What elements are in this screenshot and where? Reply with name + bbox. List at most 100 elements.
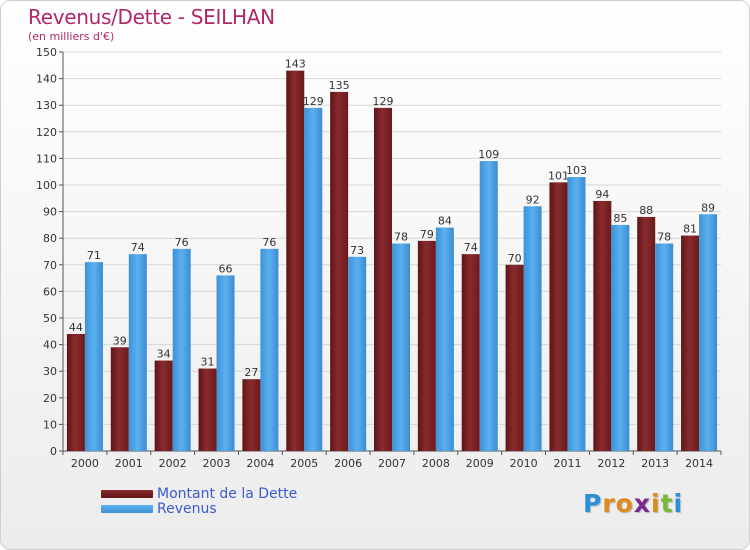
- data-label: 74: [464, 241, 478, 254]
- legend-label-debt: Montant de la Dette: [157, 486, 298, 502]
- x-tick-label: 2013: [641, 457, 669, 470]
- bar-debt: [242, 379, 261, 451]
- logo-letter: P: [583, 489, 603, 518]
- data-label: 31: [201, 356, 215, 369]
- logo-letter: i: [673, 489, 684, 518]
- y-tick-label: 100: [36, 179, 57, 192]
- bar-debt: [681, 235, 700, 451]
- bar-debt: [110, 347, 129, 451]
- bar-revenue: [699, 214, 718, 451]
- x-tick-label: 2008: [422, 457, 450, 470]
- data-label: 85: [613, 212, 627, 225]
- data-label: 129: [373, 95, 394, 108]
- data-label: 27: [244, 366, 258, 379]
- data-label: 84: [438, 215, 452, 228]
- data-label: 103: [566, 164, 587, 177]
- data-label: 79: [420, 228, 434, 241]
- x-tick-label: 2012: [597, 457, 625, 470]
- x-tick-label: 2000: [71, 457, 99, 470]
- data-label: 44: [69, 321, 83, 334]
- data-label: 34: [157, 348, 171, 361]
- bar-revenue: [523, 206, 542, 451]
- bar-revenue: [128, 254, 147, 451]
- data-label: 76: [262, 236, 276, 249]
- y-tick-label: 30: [43, 365, 57, 378]
- y-tick-label: 90: [43, 206, 57, 219]
- x-tick-label: 2005: [290, 457, 318, 470]
- logo-letter: r: [602, 489, 616, 518]
- bar-revenue: [611, 224, 630, 451]
- proxiti-logo: Proxiti: [583, 489, 683, 518]
- data-label: 78: [394, 231, 408, 244]
- logo-letter: t: [660, 489, 674, 518]
- data-label: 39: [113, 334, 127, 347]
- legend-swatch-debt: [101, 490, 153, 498]
- bar-revenue: [479, 161, 498, 451]
- logo-letter: i: [651, 489, 661, 518]
- bar-debt: [374, 107, 392, 452]
- data-label: 143: [285, 58, 306, 71]
- chart-title: Revenus/Dette - SEILHAN: [28, 5, 275, 29]
- x-tick-label: 2002: [159, 457, 187, 470]
- y-tick-label: 50: [43, 312, 57, 325]
- x-tick-label: 2003: [203, 457, 231, 470]
- bar-debt: [593, 200, 612, 451]
- bar-revenue: [304, 107, 323, 452]
- y-tick-label: 140: [36, 73, 57, 86]
- bars: [66, 70, 718, 452]
- x-tick-label: 2014: [685, 457, 713, 470]
- y-tick-label: 40: [43, 339, 57, 352]
- bar-revenue: [348, 256, 367, 451]
- legend-label-revenue: Revenus: [157, 501, 217, 517]
- bar-debt: [66, 333, 85, 451]
- bar-debt: [549, 182, 568, 451]
- data-label: 81: [683, 223, 697, 236]
- axes: 0 10 20 30 40 50 60 70 80 90 100 110 120 130 140 150 200…: [36, 46, 722, 470]
- y-tick-label: 70: [43, 259, 57, 272]
- chart-subtitle: (en milliers d'€): [28, 30, 115, 43]
- bar-debt: [637, 216, 656, 451]
- data-label: 109: [478, 148, 499, 161]
- y-tick-label: 60: [43, 285, 57, 298]
- bar-revenue: [84, 262, 103, 451]
- logo-letter: x: [633, 489, 651, 518]
- x-tick-label: 2007: [378, 457, 406, 470]
- x-tick-label: 2001: [115, 457, 143, 470]
- bar-debt: [154, 360, 173, 451]
- data-label: 92: [526, 193, 540, 206]
- bar-debt: [286, 70, 305, 452]
- bar-revenue: [435, 227, 454, 451]
- y-tick-label: 150: [36, 46, 57, 59]
- x-tick-label: 2004: [246, 457, 274, 470]
- data-label: 88: [639, 204, 653, 217]
- data-label: 70: [508, 252, 522, 265]
- x-tick-label: 2011: [553, 457, 581, 470]
- data-label: 129: [303, 95, 324, 108]
- y-tick-label: 120: [36, 126, 57, 139]
- data-label: 101: [548, 169, 569, 182]
- data-label: 89: [701, 201, 715, 214]
- logo-letter: o: [615, 489, 634, 518]
- data-label: 74: [131, 241, 145, 254]
- bar-debt: [505, 264, 524, 451]
- bar-debt: [198, 368, 217, 451]
- y-tick-label: 130: [36, 99, 57, 112]
- legend-swatch-revenue: [101, 505, 153, 513]
- y-tick-label: 0: [50, 445, 57, 458]
- data-label: 66: [219, 262, 233, 275]
- x-tick-label: 2006: [334, 457, 362, 470]
- y-tick-label: 20: [43, 392, 57, 405]
- data-label: 94: [595, 188, 609, 201]
- y-tick-label: 10: [43, 418, 57, 431]
- data-label: 78: [657, 231, 671, 244]
- bar-debt: [330, 91, 349, 452]
- y-tick-label: 110: [36, 152, 57, 165]
- x-tick-label: 2010: [510, 457, 538, 470]
- bar-revenue: [655, 243, 674, 451]
- bar-revenue: [260, 248, 279, 451]
- x-tick-label: 2009: [466, 457, 494, 470]
- bar-revenue: [172, 248, 191, 451]
- bar-debt: [417, 240, 436, 451]
